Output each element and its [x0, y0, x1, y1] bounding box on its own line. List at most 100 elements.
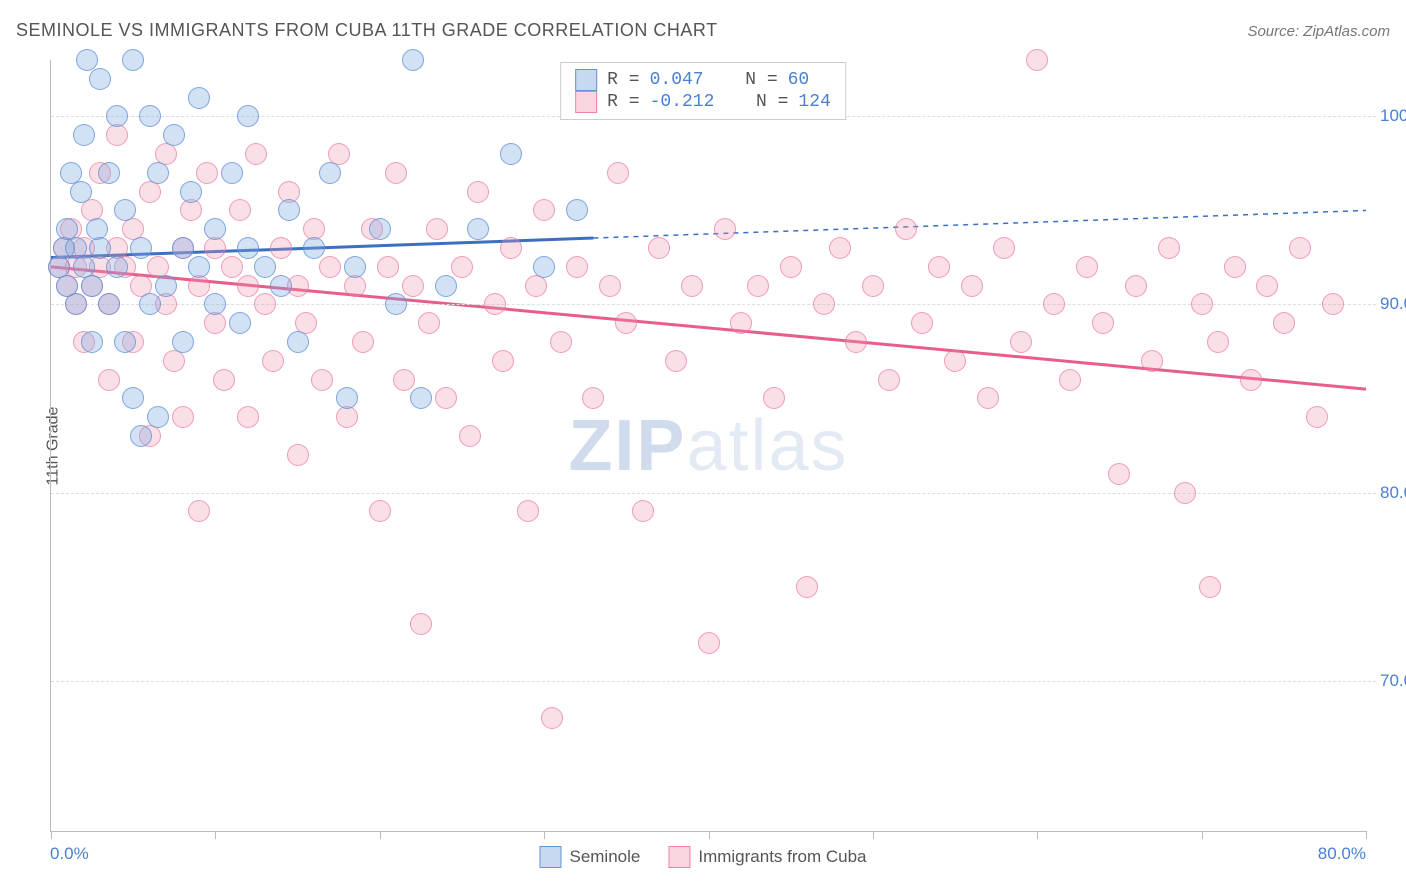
scatter-point-a — [130, 237, 152, 259]
scatter-point-b — [221, 256, 243, 278]
scatter-point-b — [878, 369, 900, 391]
scatter-point-b — [163, 350, 185, 372]
scatter-point-b — [426, 218, 448, 240]
r-value-seminole: 0.047 — [650, 70, 704, 90]
scatter-point-a — [65, 293, 87, 315]
scatter-point-b — [369, 500, 391, 522]
scatter-point-b — [319, 256, 341, 278]
scatter-point-a — [533, 256, 555, 278]
scatter-point-a — [98, 293, 120, 315]
r-value-cuba: -0.212 — [650, 92, 715, 112]
scatter-point-b — [648, 237, 670, 259]
y-tick-label: 90.0% — [1380, 294, 1406, 314]
scatter-point-b — [500, 237, 522, 259]
scatter-point-a — [500, 143, 522, 165]
scatter-point-a — [130, 425, 152, 447]
scatter-point-a — [254, 256, 276, 278]
scatter-point-b — [1174, 482, 1196, 504]
n-value-cuba: 124 — [798, 92, 830, 112]
r-label: R = — [607, 70, 639, 90]
swatch-cuba — [575, 91, 597, 113]
scatter-point-b — [541, 707, 563, 729]
scatter-point-b — [213, 369, 235, 391]
scatter-point-b — [681, 275, 703, 297]
x-tick — [380, 831, 381, 839]
scatter-point-b — [352, 331, 374, 353]
scatter-point-b — [287, 444, 309, 466]
n-label: N = — [745, 70, 777, 90]
x-tick — [709, 831, 710, 839]
scatter-point-b — [393, 369, 415, 391]
scatter-point-b — [845, 331, 867, 353]
scatter-point-b — [1240, 369, 1262, 391]
scatter-point-a — [188, 87, 210, 109]
scatter-point-a — [278, 199, 300, 221]
scatter-point-b — [245, 143, 267, 165]
scatter-point-b — [204, 312, 226, 334]
scatter-point-a — [147, 406, 169, 428]
scatter-point-b — [911, 312, 933, 334]
scatter-point-b — [385, 162, 407, 184]
scatter-point-b — [172, 406, 194, 428]
legend-row-seminole: R = 0.047 N = 60 — [575, 69, 831, 91]
scatter-point-a — [410, 387, 432, 409]
x-tick — [1366, 831, 1367, 839]
n-value-seminole: 60 — [788, 70, 810, 90]
scatter-point-b — [492, 350, 514, 372]
scatter-point-b — [98, 369, 120, 391]
scatter-point-b — [467, 181, 489, 203]
scatter-point-b — [763, 387, 785, 409]
legend-item-cuba: Immigrants from Cuba — [668, 846, 866, 868]
scatter-point-b — [106, 124, 128, 146]
scatter-point-b — [599, 275, 621, 297]
scatter-point-b — [484, 293, 506, 315]
scatter-point-a — [344, 256, 366, 278]
y-tick-label: 100.0% — [1380, 106, 1406, 126]
scatter-point-b — [665, 350, 687, 372]
scatter-point-a — [81, 331, 103, 353]
swatch-cuba — [668, 846, 690, 868]
scatter-point-b — [229, 199, 251, 221]
r-label: R = — [607, 92, 639, 112]
scatter-point-b — [977, 387, 999, 409]
scatter-point-a — [147, 162, 169, 184]
gridline-h — [51, 304, 1376, 305]
scatter-point-b — [1322, 293, 1344, 315]
n-label: N = — [756, 92, 788, 112]
scatter-point-b — [1076, 256, 1098, 278]
scatter-point-a — [336, 387, 358, 409]
chart-title: SEMINOLE VS IMMIGRANTS FROM CUBA 11TH GR… — [16, 20, 718, 41]
scatter-point-a — [89, 68, 111, 90]
scatter-point-a — [204, 218, 226, 240]
scatter-point-a — [237, 237, 259, 259]
scatter-point-a — [270, 275, 292, 297]
x-axis-min-label: 0.0% — [50, 844, 89, 864]
scatter-point-b — [1289, 237, 1311, 259]
scatter-point-a — [566, 199, 588, 221]
swatch-seminole — [539, 846, 561, 868]
scatter-point-b — [1207, 331, 1229, 353]
scatter-point-b — [698, 632, 720, 654]
scatter-point-a — [114, 199, 136, 221]
scatter-point-b — [139, 181, 161, 203]
scatter-point-b — [566, 256, 588, 278]
scatter-point-b — [336, 406, 358, 428]
scatter-point-a — [369, 218, 391, 240]
scatter-point-a — [172, 331, 194, 353]
scatter-point-a — [114, 331, 136, 353]
swatch-seminole — [575, 69, 597, 91]
scatter-point-b — [188, 275, 210, 297]
scatter-point-b — [311, 369, 333, 391]
scatter-point-b — [1010, 331, 1032, 353]
watermark: ZIPatlas — [568, 405, 848, 487]
source-attribution: Source: ZipAtlas.com — [1247, 23, 1390, 40]
scatter-point-a — [139, 105, 161, 127]
scatter-point-a — [287, 331, 309, 353]
scatter-point-b — [1158, 237, 1180, 259]
x-tick — [1202, 831, 1203, 839]
scatter-point-b — [188, 500, 210, 522]
scatter-point-a — [98, 162, 120, 184]
correlation-legend: R = 0.047 N = 60 R = -0.212 N = 124 — [560, 62, 846, 120]
scatter-point-b — [582, 387, 604, 409]
y-tick-label: 70.0% — [1380, 671, 1406, 691]
